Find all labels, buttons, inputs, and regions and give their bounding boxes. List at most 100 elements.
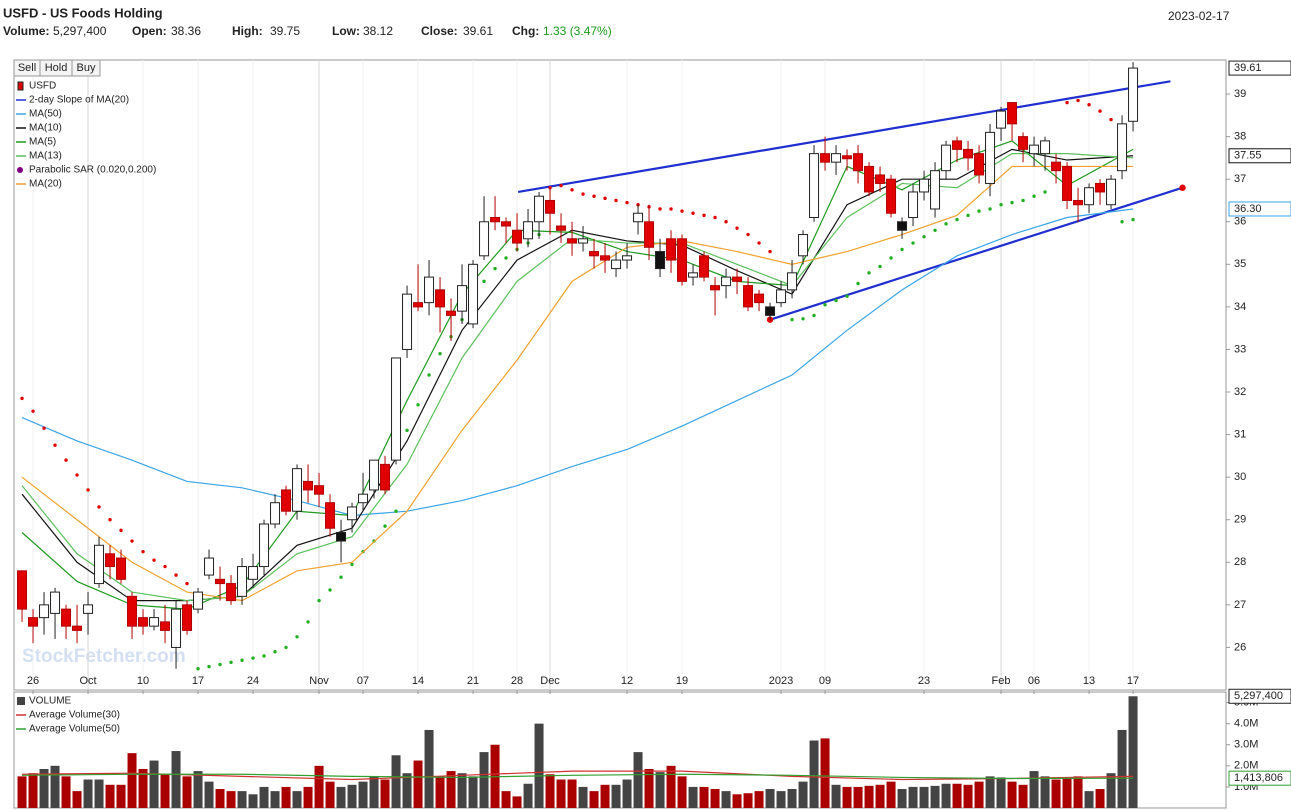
candle-body bbox=[996, 110, 1007, 129]
y-tick-label: 2.0M bbox=[1234, 760, 1258, 772]
candle-body bbox=[930, 170, 941, 210]
y-tick-label: 26 bbox=[1234, 641, 1246, 653]
volume-bar bbox=[622, 779, 632, 808]
candle-body bbox=[446, 310, 457, 316]
candle-body bbox=[1095, 182, 1106, 193]
sar-dot bbox=[240, 658, 244, 662]
candle-body bbox=[358, 493, 369, 504]
volume-bar bbox=[655, 772, 665, 808]
x-tick-label: 17 bbox=[1127, 675, 1139, 687]
watermark: StockFetcher.com bbox=[22, 646, 186, 667]
volume-bar bbox=[39, 768, 49, 808]
candle-body bbox=[512, 229, 523, 244]
candle-body bbox=[765, 306, 776, 316]
y-tick-label: 39 bbox=[1234, 88, 1246, 100]
sar-dot bbox=[295, 635, 299, 639]
legend-label: Average Volume(30) bbox=[29, 710, 120, 721]
candle-body bbox=[325, 502, 336, 529]
volume-bar bbox=[105, 784, 115, 808]
buy-button-label[interactable]: Buy bbox=[77, 62, 96, 74]
volume-bar bbox=[963, 784, 973, 808]
sar-dot bbox=[746, 232, 750, 237]
candle-body bbox=[545, 199, 556, 214]
candle-body bbox=[600, 255, 611, 261]
sar-dot bbox=[1109, 117, 1113, 122]
candle-body bbox=[28, 617, 39, 627]
volume-bar bbox=[413, 760, 423, 808]
sar-dot bbox=[141, 549, 145, 554]
sar-dot bbox=[75, 473, 79, 477]
trend-line bbox=[517, 80, 1171, 194]
x-tick-label: 28 bbox=[511, 675, 523, 687]
candle-body bbox=[435, 289, 446, 308]
volume-bar bbox=[908, 786, 918, 808]
candle-body bbox=[1062, 165, 1073, 201]
candle-body bbox=[479, 221, 490, 257]
plot-layer: 26 Oct 10 17 24 Nov 07 14 21 28 Dec 12 19 2023 09 23 Feb… bbox=[16, 60, 1291, 808]
volume-bar bbox=[688, 786, 698, 808]
volume-bar bbox=[831, 784, 841, 808]
sar-dot bbox=[1010, 200, 1014, 205]
candle-body bbox=[248, 566, 259, 580]
sar-dot bbox=[889, 256, 893, 260]
sar-dot bbox=[1032, 194, 1036, 198]
volume-bar bbox=[864, 785, 874, 808]
sar-dot bbox=[1120, 220, 1124, 224]
sar-dot bbox=[174, 573, 178, 577]
volume-bar bbox=[853, 786, 863, 808]
sar-dot bbox=[482, 279, 486, 284]
hold-button-label[interactable]: Hold bbox=[45, 62, 68, 74]
field-value: 1.33 (3.47%) bbox=[543, 24, 612, 38]
sar-dot bbox=[702, 213, 706, 218]
volume-bar bbox=[1007, 781, 1017, 808]
candle-body bbox=[61, 608, 72, 627]
x-tick-label: 09 bbox=[819, 675, 831, 687]
candle-body bbox=[138, 617, 149, 627]
volume-bar bbox=[391, 755, 401, 808]
volume-bar bbox=[61, 776, 71, 808]
sar-dot bbox=[955, 217, 959, 222]
x-tick-label: 19 bbox=[676, 675, 688, 687]
legend-icon bbox=[17, 697, 25, 705]
candle-body bbox=[94, 544, 105, 585]
candle-body bbox=[336, 532, 347, 542]
sar-dot bbox=[196, 667, 200, 671]
volume-bar bbox=[974, 781, 984, 808]
candle-body bbox=[1018, 136, 1029, 150]
buy-button[interactable] bbox=[71, 59, 101, 77]
trend-end bbox=[1179, 184, 1186, 191]
x-tick-label: 23 bbox=[918, 675, 930, 687]
price-panel bbox=[13, 59, 1227, 691]
field-value: 38.36 bbox=[171, 24, 201, 38]
volume-bar bbox=[446, 771, 456, 808]
sar-dot bbox=[185, 581, 189, 586]
volume-bar bbox=[666, 765, 676, 808]
candle-body bbox=[226, 583, 237, 602]
candle-body bbox=[303, 480, 314, 491]
x-tick-label: 2023 bbox=[769, 675, 793, 687]
x-tick-label: 06 bbox=[1028, 675, 1040, 687]
candle-body bbox=[666, 238, 677, 261]
sar-dot bbox=[229, 660, 233, 665]
avg-volume-line bbox=[22, 770, 1134, 781]
sar-dot bbox=[559, 183, 563, 188]
volume-bar bbox=[468, 776, 478, 808]
sell-button-label[interactable]: Sell bbox=[18, 62, 36, 74]
volume-bar bbox=[347, 784, 357, 808]
volume-bar bbox=[842, 786, 852, 808]
candle-body bbox=[842, 155, 853, 160]
volume-bar bbox=[985, 776, 995, 808]
last-value-box bbox=[1228, 60, 1291, 76]
volume-bar bbox=[501, 791, 511, 808]
last-value-label: 36.30 bbox=[1234, 203, 1262, 215]
volume-bar bbox=[127, 753, 137, 808]
candle-body bbox=[457, 285, 468, 312]
sar-dot bbox=[625, 200, 629, 205]
candle-body bbox=[743, 285, 754, 308]
candle-body bbox=[72, 625, 83, 631]
sar-dot bbox=[262, 654, 266, 658]
candle-body bbox=[677, 238, 688, 282]
sar-dot bbox=[966, 213, 970, 218]
sar-dot bbox=[438, 352, 442, 356]
sar-dot bbox=[405, 428, 409, 433]
